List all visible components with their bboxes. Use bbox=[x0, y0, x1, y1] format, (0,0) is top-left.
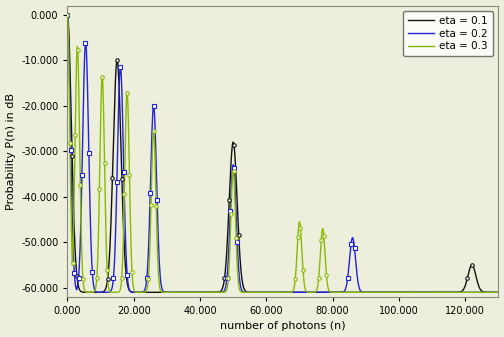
eta = 0.3 bbox=[345, 290, 351, 294]
eta = 0.1 bbox=[229, 145, 235, 149]
eta = 0.1 bbox=[345, 290, 351, 294]
eta = 0.3 bbox=[143, 290, 149, 294]
eta = 0.1 bbox=[149, 290, 155, 294]
eta = 0.2 bbox=[419, 290, 425, 294]
eta = 0.2 bbox=[229, 170, 235, 174]
eta = 0.1 bbox=[143, 290, 149, 294]
eta = 0.3 bbox=[419, 290, 425, 294]
X-axis label: number of photons (n): number of photons (n) bbox=[220, 321, 346, 332]
eta = 0.1 bbox=[323, 290, 329, 294]
eta = 0.1 bbox=[495, 290, 501, 294]
eta = 0.3 bbox=[170, 290, 176, 294]
Line: eta = 0.3: eta = 0.3 bbox=[68, 14, 498, 292]
eta = 0.3 bbox=[229, 179, 235, 183]
eta = 0.2 bbox=[345, 275, 351, 279]
eta = 0.3 bbox=[386, 290, 392, 294]
Y-axis label: Probability P(n) in dB: Probability P(n) in dB bbox=[6, 93, 16, 210]
eta = 0.2 bbox=[176, 290, 182, 294]
eta = 0.3 bbox=[495, 290, 501, 294]
Line: eta = 0.2: eta = 0.2 bbox=[68, 14, 498, 292]
eta = 0.2 bbox=[386, 290, 392, 294]
Line: eta = 0.1: eta = 0.1 bbox=[68, 14, 498, 292]
Legend: eta = 0.1, eta = 0.2, eta = 0.3: eta = 0.1, eta = 0.2, eta = 0.3 bbox=[403, 11, 493, 56]
eta = 0.2 bbox=[65, 12, 71, 17]
eta = 0.1 bbox=[419, 290, 425, 294]
eta = 0.2 bbox=[323, 290, 329, 294]
eta = 0.3 bbox=[65, 12, 71, 17]
eta = 0.2 bbox=[143, 285, 149, 289]
eta = 0.2 bbox=[495, 290, 501, 294]
eta = 0.1 bbox=[65, 12, 71, 17]
eta = 0.3 bbox=[323, 267, 329, 271]
eta = 0.1 bbox=[386, 290, 392, 294]
